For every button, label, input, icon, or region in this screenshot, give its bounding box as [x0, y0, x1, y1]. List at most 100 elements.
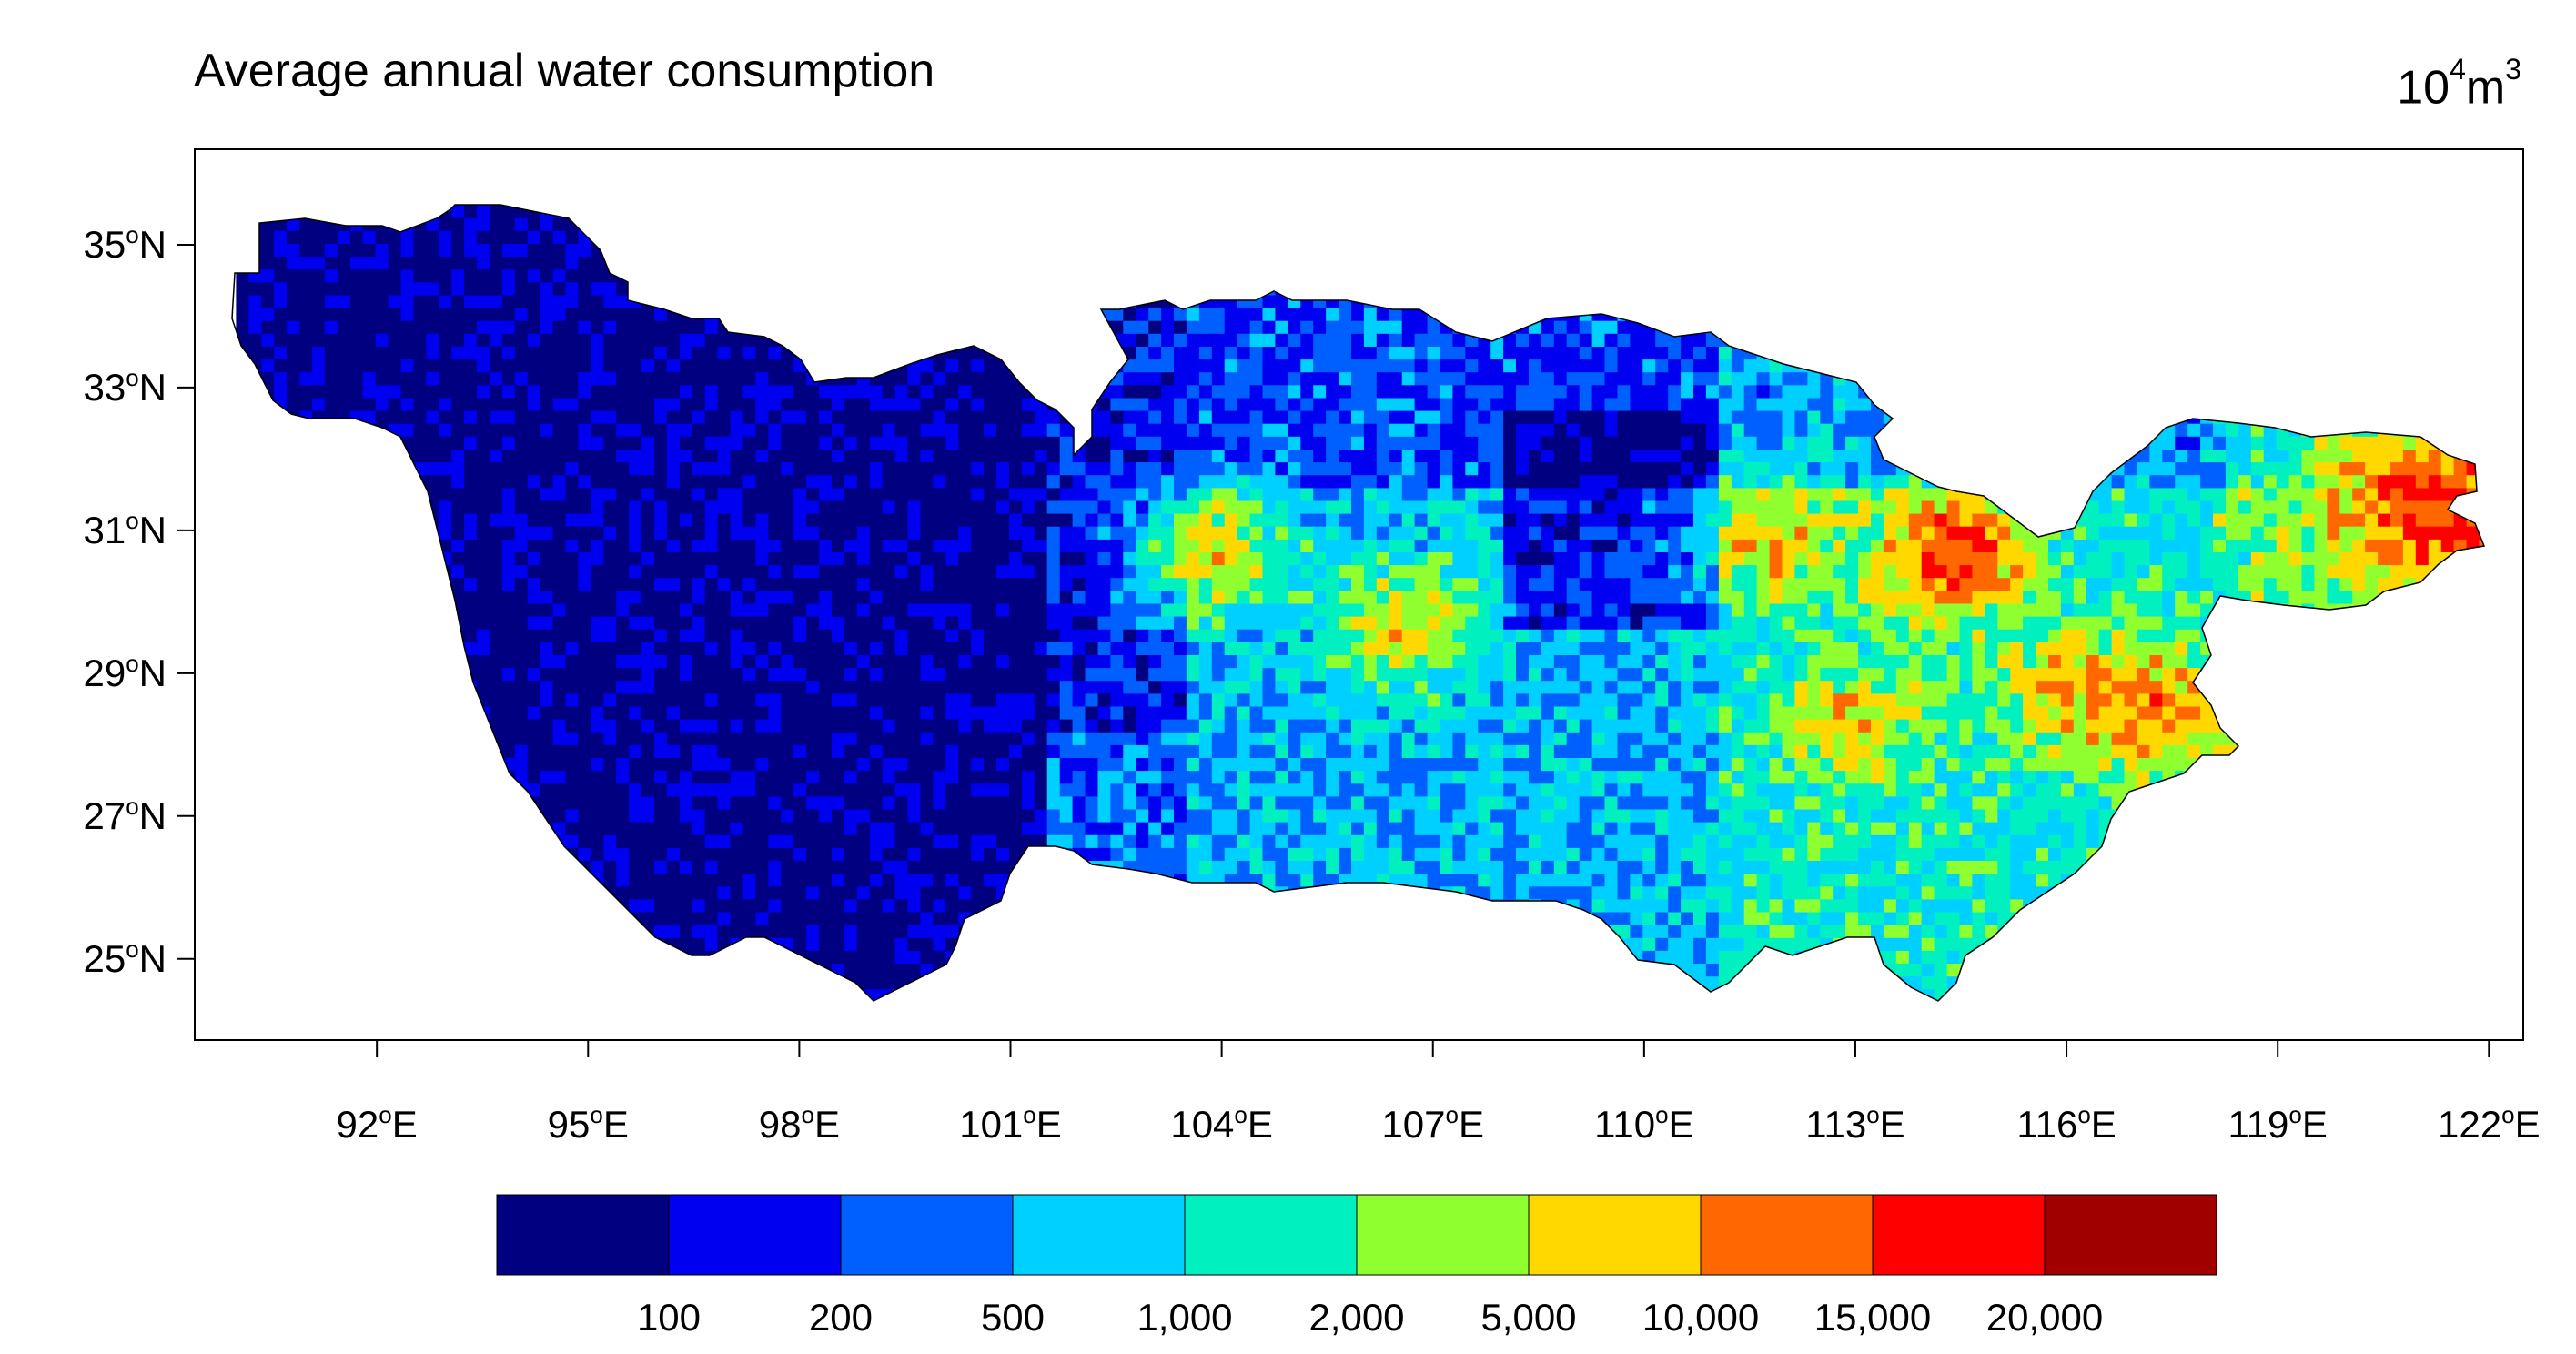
- grid-cell: [274, 410, 288, 424]
- grid-cell: [641, 167, 655, 180]
- grid-cell: [996, 860, 1010, 874]
- grid-cell: [666, 795, 681, 810]
- grid-cell: [1123, 822, 1136, 835]
- grid-cell: [248, 808, 262, 823]
- grid-cell: [565, 346, 579, 360]
- grid-cell: [312, 732, 326, 745]
- grid-cell: [894, 526, 909, 540]
- grid-cell: [742, 822, 756, 835]
- grid-cell: [1034, 564, 1048, 579]
- grid-cell: [641, 526, 655, 540]
- grid-cell: [413, 808, 427, 823]
- grid-cell: [591, 205, 604, 218]
- grid-cell: [768, 308, 782, 321]
- grid-cell: [591, 783, 604, 797]
- grid-cell: [768, 795, 782, 810]
- grid-cell: [679, 680, 693, 694]
- grid-cell: [1072, 975, 1086, 990]
- grid-cell: [464, 616, 478, 630]
- grid-cell: [1187, 179, 1200, 193]
- grid-cell: [426, 294, 439, 308]
- grid-cell: [641, 333, 655, 347]
- grid-cell: [439, 410, 452, 424]
- grid-cell: [1148, 822, 1162, 835]
- grid-cell: [375, 397, 389, 411]
- grid-cell: [477, 629, 490, 642]
- grid-cell: [806, 217, 820, 231]
- grid-cell: [1186, 795, 1200, 810]
- grid-cell: [894, 680, 909, 694]
- grid-cell: [894, 860, 909, 874]
- grid-cell: [920, 950, 934, 964]
- grid-cell: [768, 423, 782, 437]
- grid-cell: [501, 436, 516, 450]
- grid-cell: [844, 719, 858, 733]
- grid-cell: [1136, 937, 1149, 951]
- grid-cell: [907, 461, 921, 476]
- grid-cell: [1174, 423, 1187, 437]
- grid-cell: [400, 975, 414, 990]
- grid-cell: [1098, 167, 1112, 180]
- grid-cell: [514, 834, 529, 848]
- grid-cell: [1186, 692, 1200, 707]
- grid-cell: [1174, 474, 1187, 489]
- grid-cell: [819, 629, 833, 642]
- grid-cell: [451, 847, 465, 861]
- grid-cell: [413, 602, 427, 617]
- grid-cell: [1072, 680, 1086, 694]
- grid-cell: [299, 564, 313, 579]
- grid-cell: [832, 590, 845, 604]
- grid-cell: [527, 898, 541, 913]
- grid-cell: [591, 513, 604, 527]
- grid-cell: [274, 732, 288, 745]
- grid-cell: [666, 333, 681, 347]
- grid-cell: [882, 410, 896, 424]
- grid-cell: [565, 692, 579, 707]
- grid-cell: [1021, 423, 1035, 437]
- grid-cell: [426, 346, 439, 360]
- grid-cell: [781, 513, 794, 527]
- grid-cell: [667, 179, 681, 193]
- grid-cell: [679, 937, 693, 951]
- grid-cell: [704, 320, 719, 334]
- grid-cell: [984, 513, 997, 527]
- grid-cell: [679, 294, 693, 308]
- grid-cell: [1174, 359, 1187, 373]
- grid-cell: [1059, 834, 1074, 848]
- grid-cell: [1034, 808, 1048, 823]
- grid-cell: [616, 281, 630, 296]
- grid-cell: [781, 577, 794, 591]
- grid-cell: [1097, 925, 1111, 938]
- grid-cell: [261, 205, 275, 218]
- grid-cell: [1198, 461, 1213, 476]
- grid-cell: [1097, 705, 1111, 720]
- grid-cell: [451, 308, 465, 321]
- grid-cell: [501, 551, 516, 566]
- grid-cell: [996, 590, 1010, 604]
- grid-cell: [1085, 680, 1098, 694]
- grid-cell: [819, 847, 833, 861]
- grid-cell: [971, 770, 985, 784]
- grid-cell: [1136, 513, 1149, 527]
- grid-cell: [920, 410, 934, 424]
- grid-cell: [1123, 423, 1136, 437]
- grid-cell: [1123, 885, 1136, 900]
- grid-cell: [413, 654, 427, 669]
- grid-cell: [907, 205, 921, 218]
- grid-cell: [869, 873, 884, 887]
- grid-cell: [742, 461, 756, 476]
- grid-cell: [971, 281, 985, 296]
- grid-cell: [629, 487, 642, 501]
- grid-cell: [287, 436, 300, 450]
- grid-cell: [552, 205, 567, 206]
- grid-cell: [1059, 642, 1074, 655]
- grid-cell: [1059, 551, 1074, 566]
- grid-cell: [400, 577, 414, 591]
- grid-cell: [742, 268, 756, 283]
- grid-cell: [540, 834, 554, 848]
- grid-cell: [501, 230, 516, 244]
- grid-cell: [768, 950, 782, 964]
- grid-cell: [261, 834, 275, 848]
- grid-cell: [540, 950, 554, 964]
- grid-cell: [1123, 436, 1136, 450]
